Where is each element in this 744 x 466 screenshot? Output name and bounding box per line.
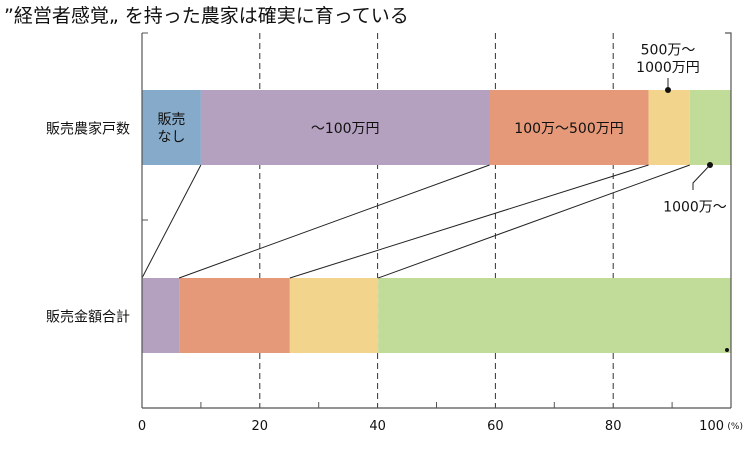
connector-line xyxy=(178,164,490,279)
callout-label: 1000万〜 xyxy=(663,199,727,215)
segment-label: なし xyxy=(157,130,185,146)
segment-label: 〜100万円 xyxy=(311,121,380,137)
bar-segment xyxy=(179,278,290,353)
callout-dot xyxy=(707,162,713,168)
unit-label: (%) xyxy=(727,422,743,432)
connector-line xyxy=(141,164,202,279)
bar-segment xyxy=(689,90,731,165)
callout-line xyxy=(692,164,711,190)
bar-segment xyxy=(289,278,379,353)
bar-segment xyxy=(200,90,490,165)
x-tick-label: 40 xyxy=(369,419,386,434)
marker-dot xyxy=(725,348,729,352)
segment-label: 販売 xyxy=(157,112,185,128)
bar-segment xyxy=(378,278,731,353)
x-tick-label: 100 xyxy=(699,419,724,434)
bar-segment xyxy=(489,90,649,165)
x-tick-label: 60 xyxy=(487,419,504,434)
connector-line xyxy=(289,164,649,279)
callout-label: 500万〜 xyxy=(641,43,696,59)
right-bracket xyxy=(725,32,732,408)
category-label: 販売金額合計 xyxy=(46,310,130,326)
x-tick-label: 0 xyxy=(138,419,146,434)
x-tick-label: 20 xyxy=(252,419,269,434)
category-label: 販売農家戸数 xyxy=(46,121,130,138)
callout-dot xyxy=(665,87,671,93)
callout-label: 1000万円 xyxy=(636,60,700,76)
bar-segment xyxy=(648,90,690,165)
chart-title: ”経営者感覚„ を持った農家は確実に育っている xyxy=(4,5,409,27)
bar-segment xyxy=(142,278,180,353)
x-tick-label: 80 xyxy=(605,419,622,434)
bar-segment xyxy=(142,90,201,165)
segment-label: 100万〜500万円 xyxy=(514,121,623,137)
connector-line xyxy=(378,164,690,279)
